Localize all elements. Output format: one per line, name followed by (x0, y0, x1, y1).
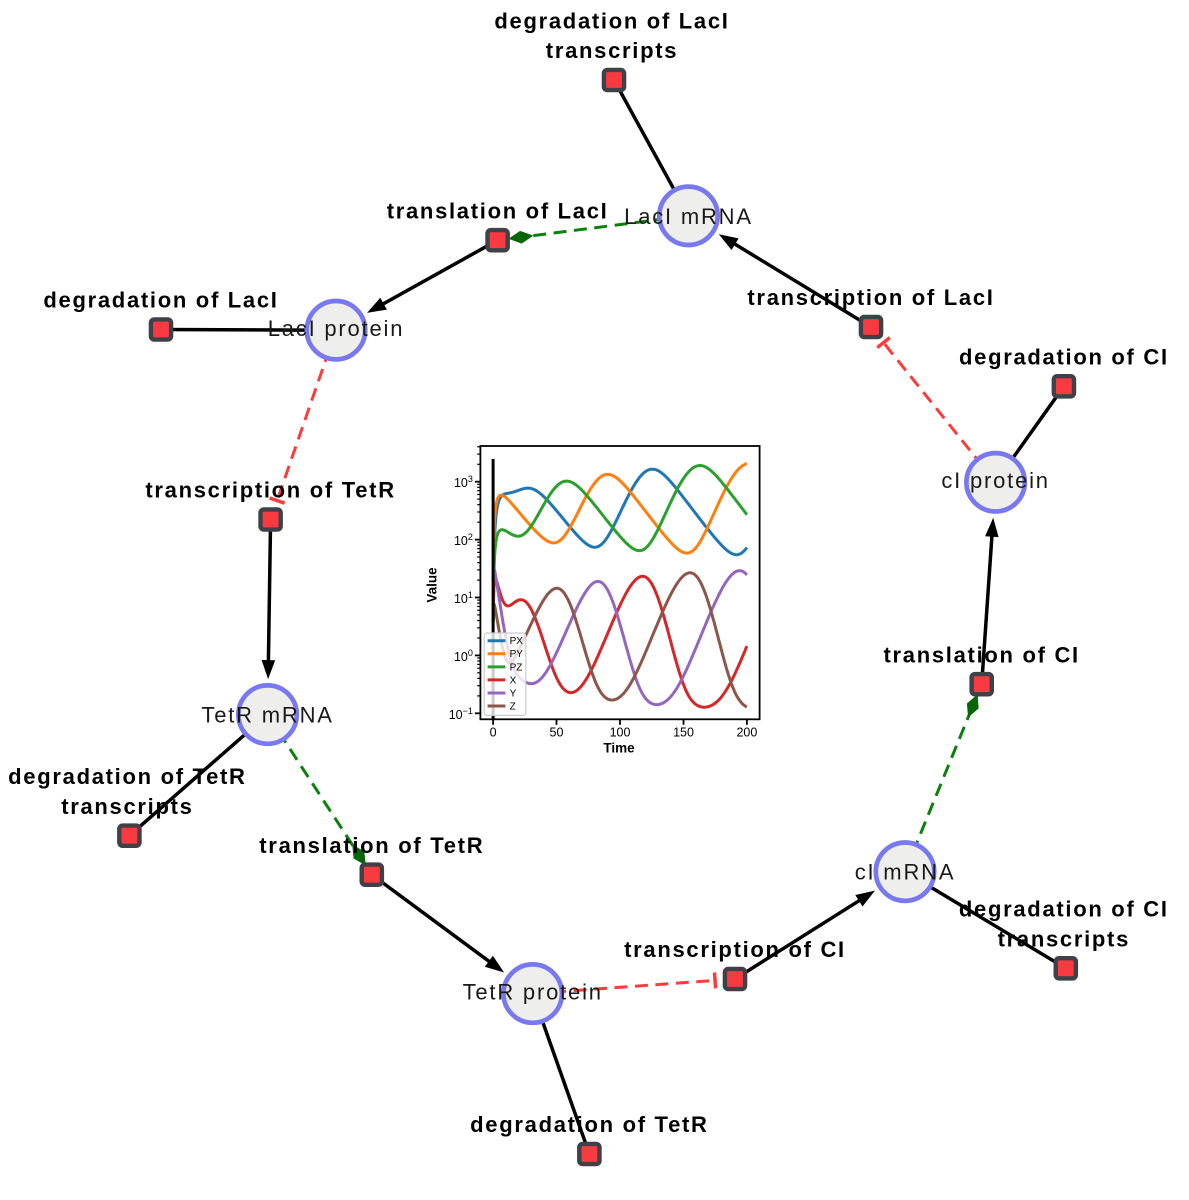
svg-text:transcription of TetR: transcription of TetR (145, 478, 395, 503)
svg-text:100: 100 (610, 726, 631, 740)
svg-text:TetR mRNA: TetR mRNA (201, 703, 333, 728)
svg-text:LacI protein: LacI protein (268, 316, 405, 341)
svg-text:transcripts: transcripts (61, 794, 193, 819)
svg-text:103: 103 (454, 474, 473, 490)
svg-text:transcripts: transcripts (546, 38, 678, 63)
svg-text:X: X (510, 675, 517, 686)
svg-text:LacI mRNA: LacI mRNA (624, 204, 753, 229)
svg-text:degradation of CI: degradation of CI (959, 897, 1169, 922)
svg-text:PY: PY (510, 649, 524, 660)
svg-text:degradation of LacI: degradation of LacI (43, 288, 278, 313)
svg-text:200: 200 (736, 726, 757, 740)
svg-text:transcripts: transcripts (998, 926, 1130, 951)
svg-text:transcription of LacI: transcription of LacI (747, 285, 994, 310)
svg-text:102: 102 (454, 532, 473, 548)
svg-text:degradation of TetR: degradation of TetR (8, 764, 246, 789)
svg-text:TetR protein: TetR protein (463, 980, 603, 1005)
svg-text:PZ: PZ (510, 662, 523, 673)
svg-text:translation of CI: translation of CI (884, 642, 1080, 667)
svg-text:translation of LacI: translation of LacI (387, 198, 609, 223)
svg-text:cI mRNA: cI mRNA (855, 860, 956, 885)
svg-text:50: 50 (550, 726, 564, 740)
svg-text:10−1: 10−1 (449, 706, 473, 722)
svg-text:Y: Y (510, 688, 517, 699)
svg-text:degradation of TetR: degradation of TetR (470, 1112, 708, 1137)
svg-text:transcription of CI: transcription of CI (624, 937, 846, 962)
svg-text:cI protein: cI protein (941, 468, 1050, 493)
svg-text:150: 150 (673, 726, 694, 740)
svg-text:Value: Value (425, 567, 440, 603)
svg-text:101: 101 (454, 590, 473, 606)
svg-text:degradation of LacI: degradation of LacI (494, 8, 729, 33)
svg-text:degradation of CI: degradation of CI (959, 344, 1169, 369)
svg-text:0: 0 (490, 726, 497, 740)
svg-text:100: 100 (454, 648, 473, 664)
svg-text:Time: Time (603, 741, 635, 756)
svg-text:PX: PX (510, 636, 524, 647)
svg-text:translation of TetR: translation of TetR (259, 833, 484, 858)
svg-text:Z: Z (510, 701, 516, 712)
